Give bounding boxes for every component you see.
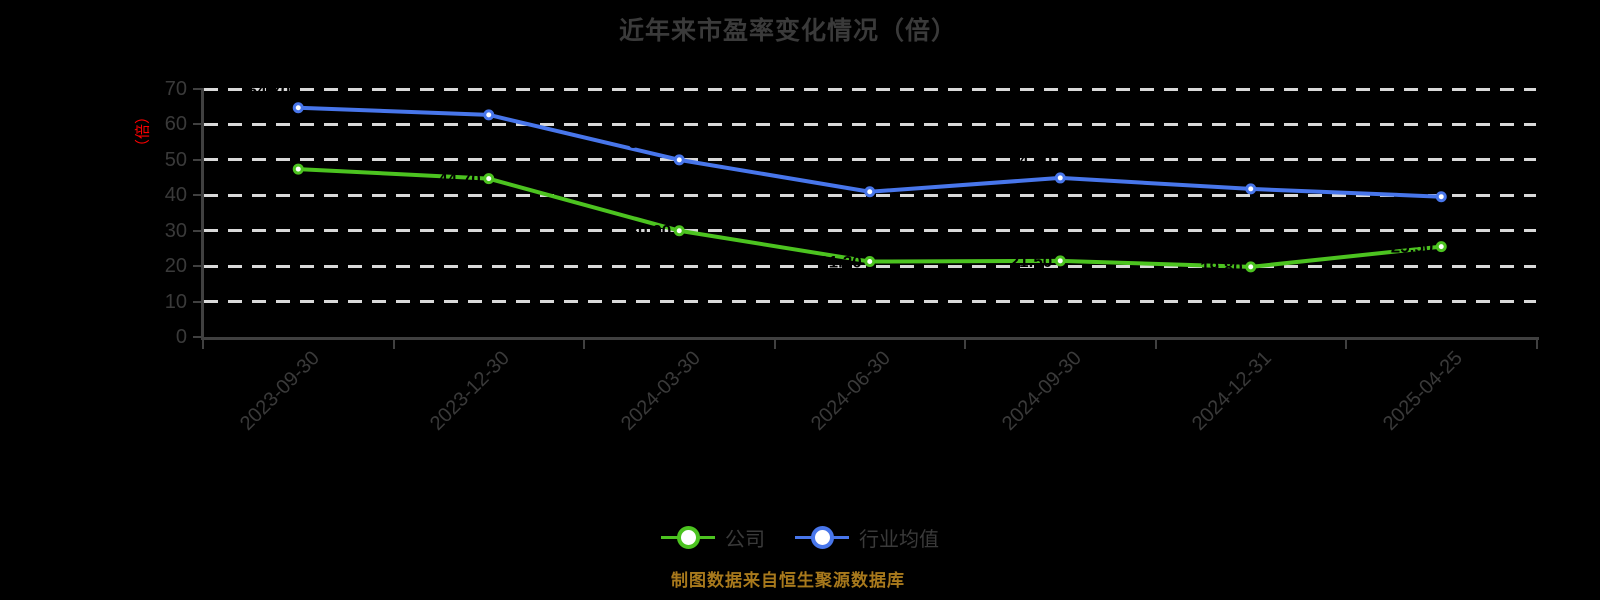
grid-line: [204, 87, 1536, 91]
legend-label: 公司: [725, 529, 765, 551]
y-tick-mark: [193, 265, 203, 268]
x-axis-line: [201, 337, 1539, 340]
chart-title: 近年来市盈率变化情况（倍）: [618, 17, 957, 45]
data-point-label: 25.50: [1391, 238, 1434, 257]
grid-line: [204, 158, 1536, 162]
grid-line: [204, 229, 1536, 233]
data-point-marker: [1245, 183, 1257, 195]
legend-marker-icon: [661, 525, 715, 550]
y-tick-label: 70: [164, 78, 187, 100]
data-point-label: 39.60: [1391, 170, 1434, 189]
data-point-label: 47.40: [248, 160, 291, 179]
y-tick-label: 10: [164, 290, 187, 313]
y-tick-label: 40: [164, 184, 187, 207]
y-tick-label: 20: [164, 255, 187, 278]
y-tick-label: 30: [164, 219, 187, 242]
x-tick-mark: [1154, 340, 1157, 349]
data-point-label: 64.70: [248, 81, 291, 100]
x-tick-mark: [202, 340, 204, 349]
y-tick-mark: [193, 88, 203, 90]
legend-circle-icon: [810, 525, 834, 549]
legend-circle-icon: [676, 525, 700, 549]
x-tick-mark: [583, 340, 585, 349]
footer-source-note: 制图数据来自恒生聚源数据库: [671, 571, 905, 590]
y-tick-mark: [193, 158, 203, 161]
x-tick-mark: [1535, 340, 1538, 349]
data-point-marker: [864, 256, 876, 268]
data-point-marker: [1054, 255, 1066, 267]
grid-line: [204, 122, 1536, 126]
y-tick-mark: [193, 123, 203, 126]
data-point-label: 21.50: [1010, 252, 1053, 271]
data-point-label: 62.70: [438, 88, 481, 107]
legend-item-行业均值: 行业均值: [795, 523, 939, 552]
x-tick-mark: [392, 340, 395, 349]
data-point-marker: [673, 225, 685, 237]
data-point-label: 44.70: [438, 170, 481, 189]
data-point-label: 30.00: [629, 222, 672, 241]
data-point-marker: [292, 163, 304, 175]
data-point-marker: [1245, 261, 1257, 273]
data-point-marker: [1435, 241, 1447, 253]
legend-label: 行业均值: [859, 529, 939, 551]
y-tick-label: 60: [164, 113, 187, 136]
y-tick-mark: [193, 229, 203, 232]
data-point-label: 44.90: [1010, 151, 1053, 170]
data-point-marker: [483, 173, 495, 185]
grid-line: [204, 300, 1536, 304]
x-tick-mark: [1345, 340, 1347, 349]
y-tick-mark: [193, 300, 203, 303]
data-point-marker: [1054, 172, 1066, 184]
data-point-label: 19.80: [1200, 258, 1243, 277]
y-tick-mark: [193, 336, 203, 338]
legend-item-公司: 公司: [661, 523, 765, 552]
data-point-marker: [864, 186, 876, 198]
data-point-marker: [1435, 191, 1447, 203]
y-tick-label: 0: [175, 326, 187, 348]
y-tick-mark: [193, 194, 203, 197]
x-tick-mark: [964, 340, 966, 349]
data-point-label: 21.30: [819, 253, 862, 272]
data-point-label: 41.00: [819, 165, 862, 184]
data-point-marker: [673, 154, 685, 166]
y-tick-label: 50: [164, 148, 187, 171]
data-point-label: 50.00: [629, 133, 672, 152]
y-axis-line: [201, 88, 204, 340]
data-point-marker: [483, 109, 495, 121]
legend: 公司 行业均值: [0, 523, 1600, 552]
x-tick-mark: [773, 340, 776, 349]
legend-marker-icon: [795, 525, 849, 550]
data-point-label: 41.80: [1200, 162, 1243, 181]
data-point-marker: [292, 102, 304, 114]
